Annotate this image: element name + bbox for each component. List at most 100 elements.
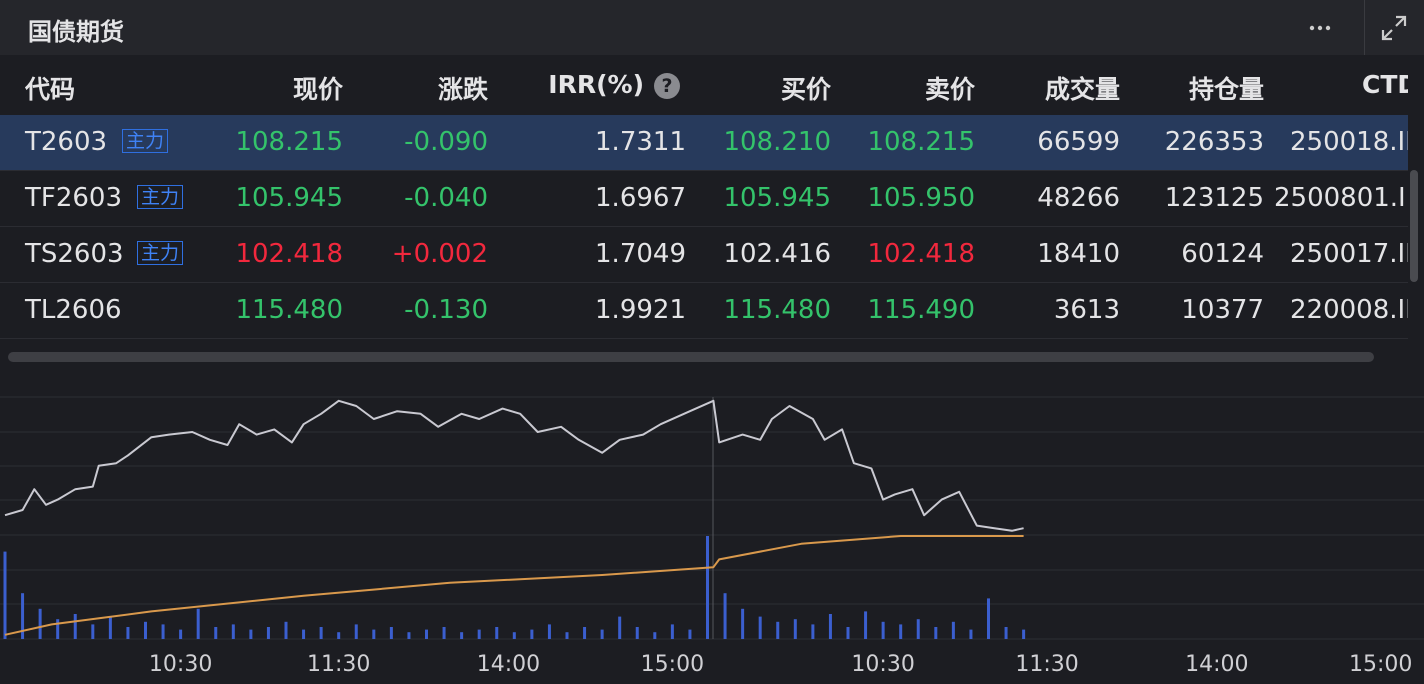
volume-bar	[214, 627, 218, 639]
table-cell: -0.040	[404, 183, 488, 213]
table-cell: 105.950	[867, 183, 975, 213]
contract-code: TS2603	[25, 239, 124, 269]
table-row[interactable]: TL2606 115.480 -0.130 1.9921 115.480 115.490 3…	[0, 283, 1408, 339]
volume-bar	[144, 621, 147, 639]
table-cell: 10377	[1181, 295, 1264, 325]
table-cell: 102.418	[867, 239, 975, 269]
table-cell: 18410	[1037, 239, 1120, 269]
series-line	[4, 399, 1024, 532]
volume-bar	[231, 624, 235, 639]
x-tick-label: 10:30	[851, 652, 914, 677]
volume-bar	[512, 632, 516, 639]
volume-bar	[969, 629, 973, 639]
contract-code: TF2603	[25, 183, 123, 213]
volume-bar	[91, 624, 95, 639]
help-icon[interactable]: ?	[654, 73, 680, 99]
x-tick-label: 11:30	[1015, 652, 1078, 677]
table-cell: 115.490	[867, 295, 975, 325]
volume-bar	[653, 632, 657, 639]
table-cell: 2500801.IB	[1274, 183, 1408, 213]
table-cell: 1.7049	[595, 239, 686, 269]
volume-bar	[530, 629, 534, 639]
volume-bar	[108, 616, 112, 639]
table-row[interactable]: TF2603 主力 105.945 -0.040 1.6967 105.945 105.95…	[0, 171, 1408, 227]
contract-code: T2603	[25, 127, 108, 157]
volume-bar	[389, 627, 393, 639]
column-header: 成交量	[1044, 75, 1120, 104]
volume-bar	[934, 627, 938, 639]
volume-bar	[864, 611, 868, 639]
volume-bar	[846, 627, 850, 639]
volume-bar	[706, 536, 709, 639]
table-cell: 1.9921	[595, 295, 686, 325]
table-cell: +0.002	[391, 239, 488, 269]
column-header: 卖价	[924, 75, 975, 104]
column-header: 持仓量	[1188, 75, 1264, 104]
table-cell: 105.945	[235, 183, 343, 213]
volume-bar	[670, 624, 674, 639]
volume-bar	[899, 624, 903, 639]
table-row[interactable]: TS2603 主力 102.418 +0.002 1.7049 102.416 102.41…	[0, 227, 1408, 283]
x-tick-label: 15:00	[1349, 652, 1412, 677]
volume-bar	[618, 616, 622, 639]
table-cell: 102.416	[723, 239, 831, 269]
volume-bar	[38, 608, 42, 639]
column-header: CTD	[1362, 70, 1408, 99]
table-cell: 102.418	[235, 239, 343, 269]
volume-bar	[56, 619, 60, 639]
table-row[interactable]: T2603 主力 108.215 -0.090 1.7311 108.210 108.215…	[0, 115, 1408, 171]
volume-bar	[951, 621, 955, 639]
volume-bar	[600, 629, 604, 639]
futures-table: 代码 现价 涨跌 IRR(%)? 买价 卖价 成交量 持仓量 CTD T2603 主力 108.215…	[0, 60, 1408, 340]
volume-bar	[442, 627, 446, 639]
h-scrollbar[interactable]	[8, 352, 1374, 362]
main-tag: 主力	[137, 241, 184, 265]
column-header: 涨跌	[437, 75, 488, 104]
volume-bar	[1022, 629, 1026, 639]
table-cell: 250017.IB	[1290, 239, 1408, 269]
table-cell: -0.130	[404, 295, 488, 325]
column-header: 代码	[25, 75, 76, 104]
x-tick-label: 14:00	[1185, 652, 1248, 677]
table-cell: 115.480	[235, 295, 343, 325]
table-cell: 220008.IB	[1290, 295, 1408, 325]
panel-title: 国债期货	[28, 18, 124, 46]
table-cell: 115.480	[723, 295, 831, 325]
volume-bar	[179, 629, 183, 639]
volume-bar	[249, 629, 253, 639]
table-cell: 108.215	[235, 127, 343, 157]
more-button[interactable]	[1300, 14, 1350, 42]
table-cell: 226353	[1164, 127, 1264, 157]
series-line	[4, 535, 1024, 636]
table-cell: 60124	[1181, 239, 1264, 269]
volume-bar	[741, 608, 745, 639]
volume-bar	[161, 624, 165, 639]
volume-bar	[635, 627, 639, 639]
volume-bar	[319, 627, 323, 639]
main-tag: 主力	[137, 185, 184, 209]
x-tick-label: 11:30	[307, 652, 370, 677]
table-cell: 250018.IB	[1290, 127, 1408, 157]
volume-bar	[881, 621, 885, 639]
expand-button[interactable]	[1378, 12, 1410, 44]
volume-bar	[583, 627, 587, 639]
v-scrollbar[interactable]	[1410, 170, 1418, 282]
column-header: IRR(%)	[548, 70, 644, 99]
volume-bar	[793, 619, 797, 639]
table-cell: 108.210	[723, 127, 831, 157]
volume-bar	[407, 632, 411, 639]
volume-bar	[776, 621, 780, 639]
table-cell: 123125	[1164, 183, 1264, 213]
table-cell: 3613	[1053, 295, 1120, 325]
volume-bar	[987, 598, 990, 639]
table-cell: 66599	[1037, 127, 1120, 157]
volume-bar	[266, 627, 270, 639]
volume-bar	[3, 551, 7, 639]
volume-bar	[302, 629, 306, 639]
table-cell: 1.6967	[595, 183, 686, 213]
volume-bar	[1004, 627, 1008, 639]
volume-bar	[688, 629, 692, 639]
table-cell: 48266	[1037, 183, 1120, 213]
x-tick-label: 10:30	[149, 652, 212, 677]
